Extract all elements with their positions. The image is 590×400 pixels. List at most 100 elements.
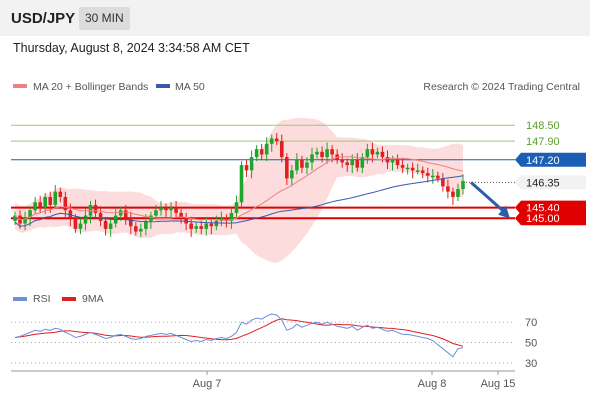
x-axis: Aug 7 Aug 8 Aug 15 (193, 371, 516, 390)
candle-body (360, 157, 365, 168)
candle-body (456, 189, 460, 197)
ma50-legend-swatch (156, 84, 170, 88)
rsi-ma-legend-label: 9MA (82, 293, 104, 305)
candle-body (370, 149, 375, 155)
candle-body (58, 191, 63, 197)
rsi-tick-label: 30 (525, 358, 537, 370)
candle-body (219, 218, 224, 221)
candle-body (295, 159, 299, 171)
chart-datetime: Thursday, August 8, 2024 3:34:58 AM CET (13, 41, 250, 55)
rsi-ma-legend-swatch (62, 297, 76, 301)
candle-body (28, 210, 32, 219)
level-label-tag (515, 211, 586, 226)
ma20-line (14, 156, 464, 221)
level-label-tag (515, 175, 586, 190)
candle-body (430, 175, 435, 178)
candle-body (154, 210, 158, 216)
candle-body (194, 226, 199, 229)
candle-body (189, 223, 193, 229)
rsi-legend-label: RSI (33, 293, 51, 305)
candle-body (420, 170, 425, 174)
level-label: 148.50 (526, 120, 560, 132)
candle-body (78, 223, 83, 229)
candle-body (224, 218, 229, 221)
candle-body (415, 170, 420, 172)
candle-body (53, 191, 58, 205)
candle-body (118, 210, 123, 216)
candle-body (375, 151, 380, 155)
ma50-line (14, 175, 464, 227)
ma20-legend-swatch (13, 84, 27, 88)
candle-body (38, 202, 42, 208)
candle-body (48, 196, 53, 205)
candle-body (234, 202, 239, 213)
candle-body (209, 223, 214, 227)
candle-body (290, 170, 294, 179)
projection-arrow-shaft (470, 181, 505, 213)
candle-body (108, 223, 113, 229)
candle-body (446, 186, 450, 192)
candle-body (73, 218, 78, 229)
candle-body (139, 228, 143, 232)
rsi-legend-swatch (13, 297, 27, 301)
candle-body (345, 162, 350, 166)
candle-body (380, 151, 385, 158)
candle-body (325, 149, 329, 158)
candle-body (330, 149, 334, 155)
rsi-plot-area: 30 50 70 (11, 313, 537, 370)
x-tick-label: Aug 15 (481, 378, 516, 390)
candle-body (123, 210, 128, 219)
candle-body (254, 149, 259, 158)
candle-body (400, 165, 405, 168)
candle-body (229, 212, 234, 221)
candle-body (43, 196, 48, 208)
candle-body (355, 159, 360, 168)
candle-body (269, 138, 274, 144)
bollinger-band (15, 117, 463, 263)
candle-body (405, 167, 410, 170)
ma20-legend-label: MA 20 + Bollinger Bands (33, 81, 148, 93)
candle-body (350, 159, 355, 166)
candle-body (169, 207, 173, 211)
candle-body (128, 218, 133, 227)
timeframe-badge[interactable]: 30 MIN (79, 7, 130, 30)
ma50-legend-label: MA 50 (175, 81, 205, 93)
level-label: 146.35 (526, 177, 560, 189)
candle-body (390, 159, 395, 163)
candle-body (63, 196, 68, 211)
candle-body (274, 138, 279, 142)
level-label: 147.90 (526, 136, 560, 148)
candle-body (259, 149, 264, 155)
header-bar: USD/JPY 30 MIN (0, 0, 590, 36)
candle-body (279, 141, 284, 158)
candle-body (300, 159, 304, 168)
candle-body (174, 207, 178, 213)
projection-arrow-head (498, 205, 510, 219)
candle-body (436, 175, 440, 179)
candle-body (395, 159, 400, 166)
candle-body (239, 165, 244, 203)
candle-body (340, 159, 344, 163)
candle-body (264, 143, 269, 155)
candle-body (385, 157, 390, 163)
candle-body (244, 165, 249, 171)
candle-body (285, 157, 289, 179)
candle-body (144, 220, 148, 229)
rsi-tick-label: 50 (525, 338, 537, 350)
candle-body (204, 223, 209, 229)
candle-body (441, 178, 445, 187)
candle-body (305, 162, 309, 168)
level-label-tag (515, 152, 586, 167)
candle-body (365, 149, 370, 158)
candle-body (83, 215, 88, 224)
candle-body (149, 215, 153, 221)
rsi-line (14, 313, 464, 358)
x-tick-label: Aug 8 (418, 378, 447, 390)
candle-body (98, 212, 103, 221)
candle-body (13, 215, 17, 221)
candle-body (461, 181, 465, 189)
candle-body (249, 157, 254, 171)
candle-body (93, 204, 98, 213)
candle-body (164, 207, 168, 211)
